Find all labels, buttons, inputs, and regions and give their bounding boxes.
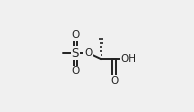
Text: O: O [110,76,118,86]
Text: O: O [84,48,92,58]
Text: OH: OH [121,54,137,64]
Text: S: S [72,47,79,60]
Text: O: O [71,66,79,76]
Text: O: O [71,30,79,40]
